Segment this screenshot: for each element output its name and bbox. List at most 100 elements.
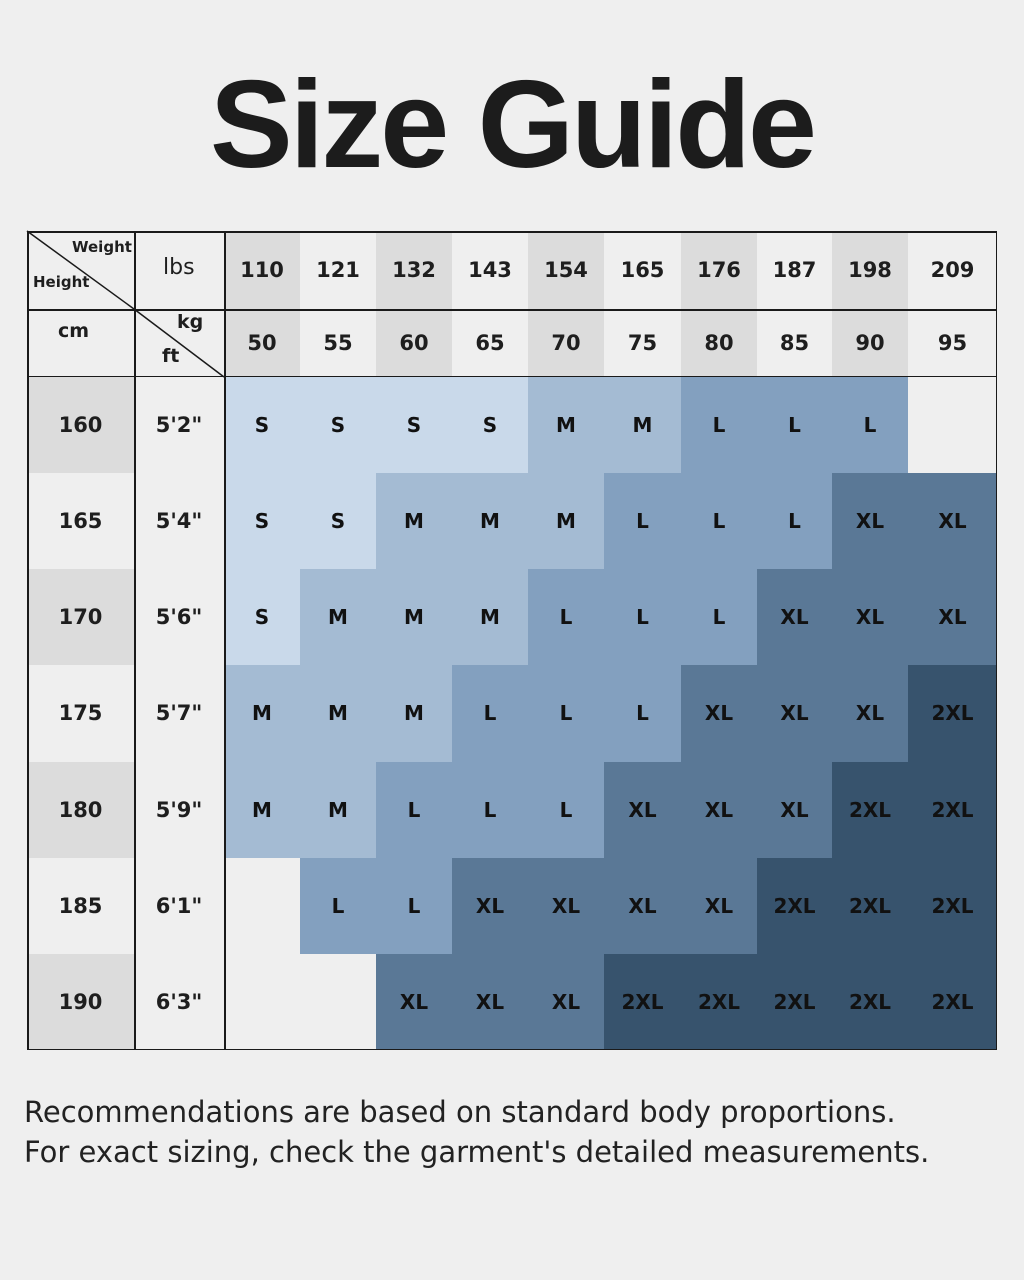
size-cell: L [528,665,604,762]
size-cell: XL [376,953,452,1050]
size-cell: M [300,665,376,762]
size-cell: M [604,377,681,474]
cm-cell: 185 [27,857,134,954]
lbs-header: 154 [528,231,604,309]
lbs-header: 187 [757,231,832,309]
size-cell: L [452,761,528,858]
size-cell: XL [757,665,832,762]
kg-header: 75 [604,309,681,377]
lbs-header: 198 [832,231,908,309]
size-cell: M [224,665,300,762]
size-cell: L [528,569,604,666]
size-cell: L [604,473,681,570]
size-cell: S [224,377,300,474]
lbs-label: lbs [163,255,195,280]
title: Size Guide [210,56,817,194]
kg-header: 90 [832,309,908,377]
size-cell: XL [604,857,681,954]
lbs-header: 209 [908,231,997,309]
kg-header: 70 [528,309,604,377]
size-cell: L [604,665,681,762]
size-cell: 2XL [832,953,908,1050]
lbs-header: 143 [452,231,528,309]
kg-label: kg [177,311,204,333]
kg-header: 55 [300,309,376,377]
table-rule [224,231,226,1050]
size-cell: L [681,569,757,666]
cm-cell: 165 [27,473,134,570]
size-cell: L [452,665,528,762]
lbs-header: 132 [376,231,452,309]
size-cell: XL [604,761,681,858]
size-cell: 2XL [832,857,908,954]
ft-cell: 5'4" [134,473,224,570]
table-rule [27,309,997,311]
size-cell: XL [528,953,604,1050]
ft-cell: 6'3" [134,953,224,1050]
kg-header: 95 [908,309,997,377]
size-cell: XL [908,569,997,666]
size-cell: L [300,857,376,954]
corner-height: Height [33,273,90,291]
size-cell: 2XL [908,953,997,1050]
size-cell: XL [452,857,528,954]
size-cell [224,857,300,954]
size-cell: S [300,377,376,474]
size-cell: M [300,569,376,666]
lbs-header: 121 [300,231,376,309]
lbs-header: 110 [224,231,300,309]
cm-cell: 190 [27,953,134,1050]
cm-cell: 180 [27,761,134,858]
size-cell: L [376,857,452,954]
ft-cell: 6'1" [134,857,224,954]
size-cell: L [832,377,908,474]
kg-header: 85 [757,309,832,377]
size-cell: L [604,569,681,666]
table-rule [27,375,997,377]
corner-weight: Weight [72,238,132,256]
ft-cell: 5'9" [134,761,224,858]
table-rule [134,231,136,1050]
table-rule [995,231,997,1050]
size-cell: M [528,473,604,570]
size-cell: S [452,377,528,474]
ft-label: ft [162,345,180,367]
size-cell: M [376,665,452,762]
size-cell: L [528,761,604,858]
lbs-header: 176 [681,231,757,309]
kg-header: 50 [224,309,300,377]
size-cell: 2XL [757,953,832,1050]
size-cell: XL [452,953,528,1050]
cm-cell: 170 [27,569,134,666]
size-cell: XL [832,569,908,666]
size-cell: XL [832,473,908,570]
size-cell: 2XL [681,953,757,1050]
size-cell: XL [681,761,757,858]
size-cell: S [300,473,376,570]
size-cell: L [681,377,757,474]
size-cell: 2XL [908,761,997,858]
ft-cell: 5'7" [134,665,224,762]
size-cell: 2XL [604,953,681,1050]
kg-header: 65 [452,309,528,377]
size-cell: M [376,473,452,570]
size-cell: L [376,761,452,858]
size-cell: M [528,377,604,474]
size-cell: M [452,473,528,570]
cm-cell: 175 [27,665,134,762]
size-cell: S [376,377,452,474]
size-cell: S [224,569,300,666]
size-cell [300,953,376,1050]
size-cell: L [757,377,832,474]
lbs-header: 165 [604,231,681,309]
size-cell: XL [832,665,908,762]
table-rule [27,1048,997,1050]
footer: Recommendations are based on standard bo… [24,1092,929,1172]
size-cell: L [757,473,832,570]
cm-label: cm [58,320,90,342]
size-cell: S [224,473,300,570]
size-cell [224,953,300,1050]
size-cell: XL [757,569,832,666]
size-cell: M [224,761,300,858]
